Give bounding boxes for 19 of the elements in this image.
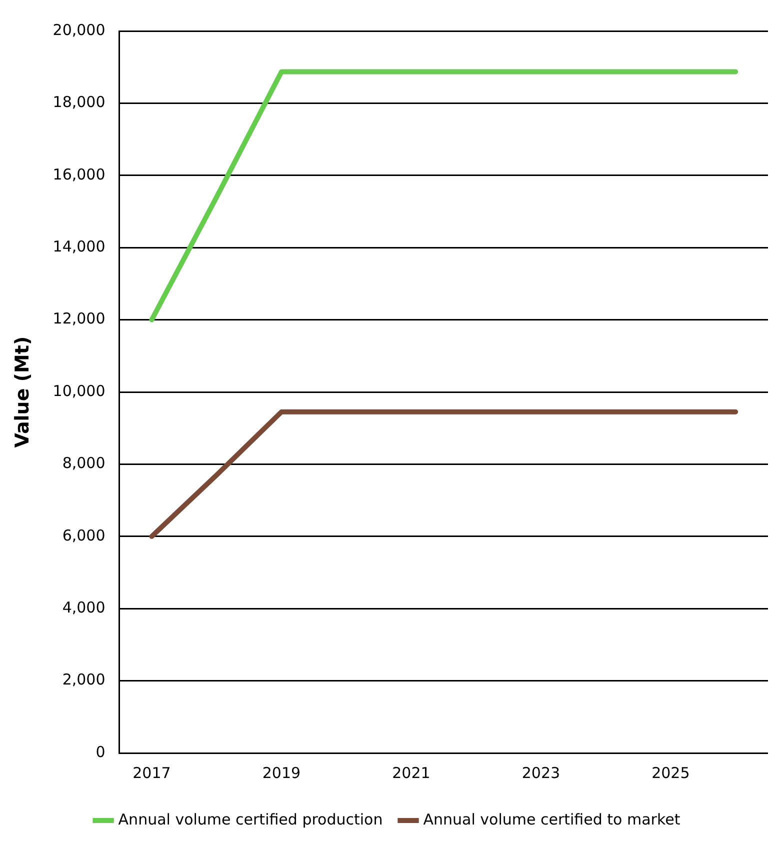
y-tick-label: 0 bbox=[96, 742, 106, 761]
x-tick-label: 2021 bbox=[392, 764, 430, 782]
x-tick-label: 2017 bbox=[132, 764, 171, 782]
y-tick-label: 10,000 bbox=[52, 382, 106, 400]
y-tick-label: 2,000 bbox=[62, 670, 106, 689]
x-tick-label: 2025 bbox=[652, 764, 690, 782]
y-tick-label: 16,000 bbox=[52, 165, 106, 184]
y-tick-label: 14,000 bbox=[52, 237, 106, 256]
x-tick-label: 2023 bbox=[522, 764, 560, 782]
y-tick-label: 18,000 bbox=[52, 93, 106, 112]
y-tick-label: 6,000 bbox=[62, 526, 106, 544]
y-axis-title: Value (Mt) bbox=[11, 336, 34, 448]
x-tick-label: 2019 bbox=[262, 764, 301, 782]
y-tick-label: 12,000 bbox=[52, 310, 106, 328]
y-tick-label: 4,000 bbox=[62, 598, 106, 616]
y-tick-label: 20,000 bbox=[52, 20, 106, 39]
legend-label: Annual volume certified to market bbox=[423, 810, 680, 828]
y-tick-label: 8,000 bbox=[62, 454, 106, 472]
legend-label: Annual volume certified production bbox=[118, 810, 383, 828]
